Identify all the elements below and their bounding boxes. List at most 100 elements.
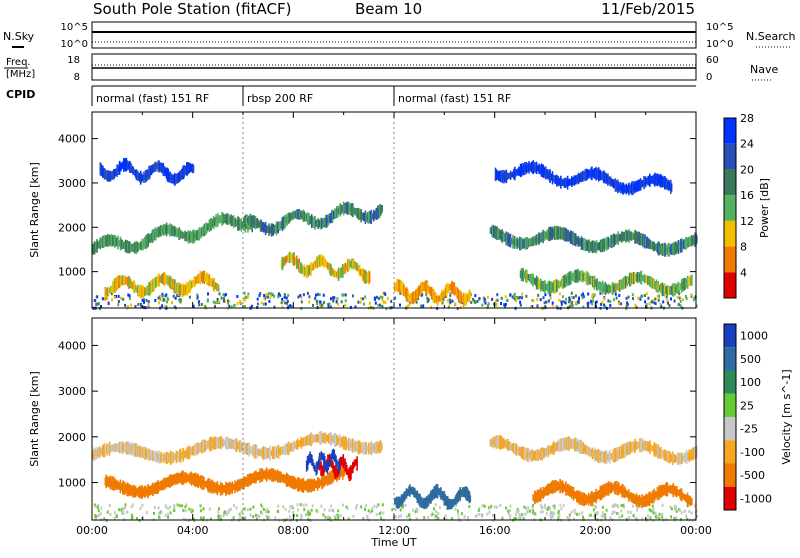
echo-cell <box>149 281 151 296</box>
echo-cell <box>633 181 636 194</box>
scatter-speckle <box>288 509 291 513</box>
scatter-speckle <box>142 517 144 521</box>
echo-cell <box>411 292 414 304</box>
echo-cell <box>229 482 231 495</box>
scatter-speckle <box>408 517 411 521</box>
freq-tick-bottom: 8 <box>74 72 80 83</box>
echo-cell <box>360 208 362 223</box>
echo-cell <box>146 169 149 181</box>
y-tick-label: 1000 <box>58 266 86 279</box>
scatter-speckle <box>529 509 531 513</box>
echo-cell <box>670 183 673 192</box>
scatter-speckle <box>632 297 634 300</box>
scatter-speckle <box>273 305 276 309</box>
scatter-speckle <box>262 508 265 511</box>
scatter-speckle <box>333 514 336 518</box>
echo-cell <box>498 229 501 240</box>
scatter-speckle <box>330 305 332 309</box>
echo-cell <box>263 470 265 480</box>
echo-cell <box>508 441 511 451</box>
echo-cell <box>291 475 294 489</box>
echo-cell <box>321 466 324 476</box>
echo-cell <box>342 467 345 477</box>
echo-cell <box>354 440 357 453</box>
echo-cell <box>650 444 652 451</box>
echo-cell <box>682 240 685 249</box>
echo-cell <box>312 479 315 491</box>
scatter-speckle <box>142 305 145 309</box>
echo-cell <box>628 441 630 455</box>
echo-cell <box>541 490 544 497</box>
scatter-speckle <box>553 504 556 508</box>
scatter-speckle <box>456 509 459 513</box>
scatter-speckle <box>256 302 259 306</box>
echo-cell <box>198 443 200 454</box>
echo-cell <box>565 481 567 496</box>
echo-cell <box>168 452 170 463</box>
echo-cell <box>173 475 175 484</box>
scatter-speckle <box>506 298 509 302</box>
echo-cell <box>331 268 334 276</box>
x-tick-label: 00:00 <box>76 524 108 537</box>
scatter-speckle <box>463 515 466 519</box>
scatter-speckle <box>179 300 182 304</box>
echo-cell <box>336 434 338 446</box>
scatter-speckle <box>484 297 486 301</box>
echo-band <box>99 157 195 186</box>
echo-cell <box>536 165 539 172</box>
echo-cell <box>214 484 217 491</box>
echo-cell <box>262 222 264 233</box>
echo-cell <box>523 240 525 247</box>
scatter-speckle <box>652 507 655 511</box>
colorbar-segment <box>724 195 736 221</box>
echo-cell <box>303 438 306 445</box>
scatter-speckle <box>412 508 415 512</box>
scatter-speckle <box>244 305 247 309</box>
echo-cell <box>504 172 507 181</box>
echo-cell <box>618 486 621 492</box>
echo-cell <box>457 289 460 300</box>
scatter-speckle <box>161 294 164 298</box>
scatter-speckle <box>376 295 379 299</box>
scatter-speckle <box>332 299 335 303</box>
echo-cell <box>336 271 338 278</box>
echo-cell <box>362 267 364 282</box>
echo-cell <box>670 454 672 462</box>
scatter-speckle <box>483 504 486 508</box>
scatter-speckle <box>591 302 594 306</box>
scatter-speckle <box>601 300 604 304</box>
nave-label: Nave <box>750 63 778 76</box>
scatter-speckle <box>426 296 429 300</box>
echo-cell <box>579 238 581 247</box>
echo-cell <box>643 274 645 283</box>
echo-cell <box>157 160 159 172</box>
echo-cell <box>638 272 640 283</box>
scatter-speckle <box>587 304 590 308</box>
echo-cell <box>196 276 198 283</box>
echo-cell <box>591 277 593 285</box>
scatter-speckle <box>415 507 418 511</box>
echo-cell <box>269 226 272 234</box>
y-tick-label: 2000 <box>58 431 86 444</box>
echo-cell <box>240 478 243 489</box>
echo-cell <box>467 292 470 302</box>
scatter-speckle <box>551 515 554 519</box>
scatter-speckle <box>532 509 535 513</box>
echo-cell <box>517 168 519 175</box>
scatter-speckle <box>516 507 519 511</box>
echo-cell <box>529 274 531 282</box>
echo-cell <box>239 440 241 453</box>
echo-cell <box>558 280 560 289</box>
echo-cell <box>543 230 546 241</box>
scatter-speckle <box>299 503 302 507</box>
echo-cell <box>656 243 659 254</box>
echo-cell <box>409 486 412 494</box>
scatter-speckle <box>184 505 187 509</box>
echo-cell <box>332 210 335 220</box>
echo-cell <box>633 441 635 451</box>
echo-cell <box>274 445 276 460</box>
echo-cell <box>338 458 341 473</box>
scatter-speckle <box>268 299 271 303</box>
echo-cell <box>586 274 588 283</box>
echo-cell <box>237 442 240 450</box>
